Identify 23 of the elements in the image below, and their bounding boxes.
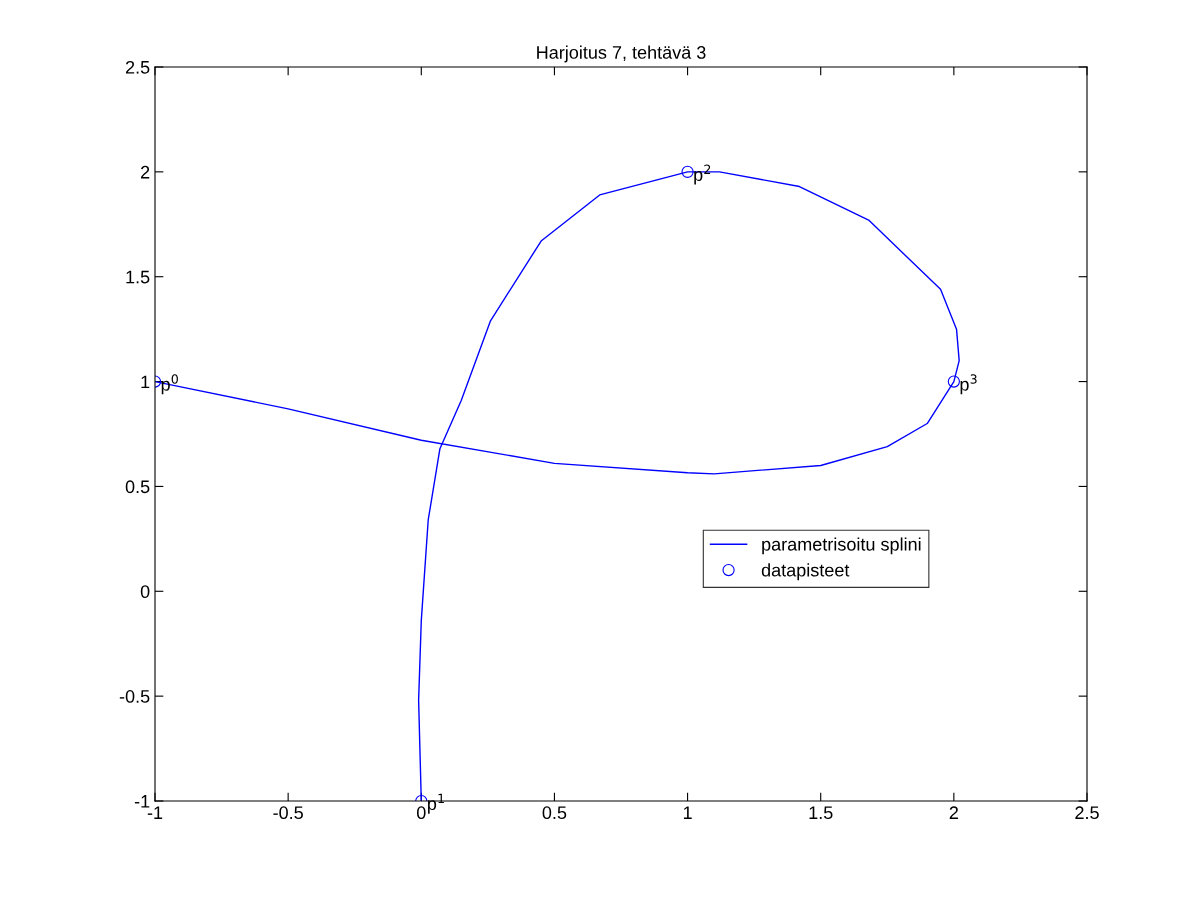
legend-label: parametrisoitu splini — [762, 537, 921, 555]
x-tick-label: 2 — [949, 806, 958, 819]
x-tick-label: 0.5 — [542, 806, 567, 820]
annotation: p$^{1}$ — [428, 793, 444, 814]
y-tick-label: -1 — [134, 795, 150, 808]
y-tick-label: 2 — [141, 165, 150, 179]
x-tick-label: 0 — [416, 806, 426, 820]
y-tick-label: 0 — [140, 585, 150, 599]
x-tick-label: -0.5 — [273, 806, 303, 820]
point — [681, 165, 694, 178]
point — [947, 375, 960, 388]
chart-title: Harjoitus 7, tehtävä 3 — [537, 45, 706, 63]
y-tick-label: 0.5 — [125, 480, 150, 494]
y-tick-label: 2.5 — [125, 60, 150, 74]
annotation: p$^{0}$ — [161, 374, 178, 395]
annotation: p$^{3}$ — [960, 374, 977, 395]
y-tick-label: -0.5 — [119, 690, 150, 703]
x-tick-label: 2.5 — [1075, 806, 1099, 820]
legend-label: datapisteet — [761, 563, 850, 581]
x-tick-label: 1 — [683, 806, 692, 819]
y-tick-label: 1.5 — [126, 270, 150, 284]
x-tick-label: 1.5 — [809, 806, 833, 820]
y-tick-label: 1 — [141, 375, 150, 389]
